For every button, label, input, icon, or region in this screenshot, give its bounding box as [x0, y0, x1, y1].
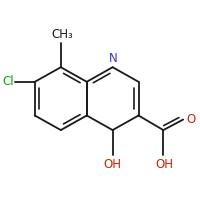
Text: CH₃: CH₃: [51, 28, 73, 41]
Text: O: O: [186, 113, 195, 126]
Text: OH: OH: [155, 158, 173, 171]
Text: Cl: Cl: [2, 75, 14, 88]
Text: N: N: [109, 52, 118, 65]
Text: OH: OH: [104, 158, 122, 171]
